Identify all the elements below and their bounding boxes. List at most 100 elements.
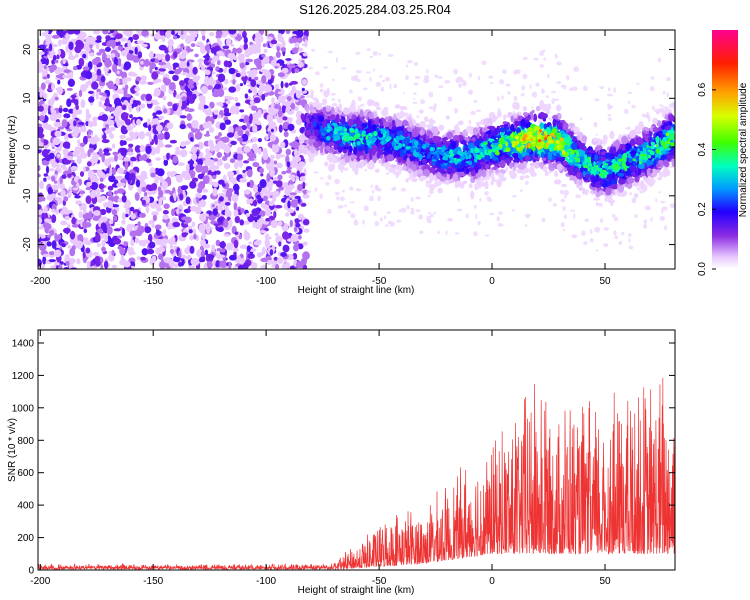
heatmap-cell — [342, 189, 345, 193]
heatmap-cell — [88, 52, 95, 57]
heatmap-cell — [179, 123, 186, 130]
heatmap-cell — [56, 54, 60, 60]
heatmap-cell — [488, 75, 494, 79]
heatmap-cell — [259, 210, 266, 217]
heatmap-cell — [248, 179, 255, 189]
heatmap-cell — [207, 139, 214, 147]
heatmap-cell — [324, 161, 329, 167]
heatmap-cell — [233, 202, 238, 211]
heatmap-cell — [96, 68, 102, 76]
heatmap-cell — [169, 86, 176, 91]
heatmap-cell — [236, 83, 241, 90]
heatmap-cell — [407, 60, 413, 64]
heatmap-cell — [331, 103, 338, 107]
heatmap-cell — [237, 137, 243, 142]
heatmap-cell — [363, 87, 368, 91]
heatmap-cell — [85, 186, 92, 191]
heatmap-cell — [168, 222, 173, 226]
heatmap-cell — [243, 146, 251, 153]
heatmap-cell — [62, 74, 70, 79]
heatmap-cell — [499, 176, 507, 182]
heatmap-cell — [151, 71, 159, 80]
heatmap-cell — [232, 47, 237, 54]
heatmap-cell — [189, 30, 195, 35]
heatmap-cell — [191, 221, 196, 228]
heatmap-cell — [43, 173, 48, 177]
heatmap-cell — [75, 39, 83, 48]
heatmap-cell — [63, 69, 72, 73]
heatmap-cell — [223, 68, 227, 73]
heatmap-cell — [212, 208, 218, 216]
heatmap-cell — [264, 190, 270, 196]
heatmap-cell — [189, 180, 197, 189]
heatmap-cell — [100, 189, 105, 193]
heatmap-cell — [262, 43, 267, 48]
heatmap-cell — [462, 82, 467, 87]
heatmap-cell — [497, 172, 505, 178]
heatmap-cell — [79, 142, 86, 147]
heatmap-cell — [179, 149, 188, 158]
heatmap-cell — [228, 86, 236, 93]
heatmap-cell — [513, 69, 519, 75]
heatmap-cell — [95, 91, 101, 96]
heatmap-cell — [276, 46, 280, 52]
heatmap-cell — [128, 131, 135, 137]
heatmap-cell — [242, 221, 251, 225]
heatmap-cell — [75, 240, 83, 249]
heatmap-cell — [211, 59, 216, 64]
heatmap-cell — [194, 131, 203, 140]
heatmap-cell — [234, 96, 238, 102]
heatmap-cell — [42, 209, 47, 214]
heatmap-cell — [223, 60, 229, 67]
heatmap-cell — [231, 193, 239, 203]
heatmap-cell — [225, 38, 232, 47]
heatmap-cell — [238, 160, 244, 168]
heatmap-cell — [87, 80, 92, 86]
heatmap-cell — [156, 145, 161, 155]
heatmap-cell — [85, 71, 93, 80]
heatmap-cell — [226, 96, 235, 101]
heatmap-cell — [246, 245, 251, 252]
heatmap-cell — [428, 91, 434, 98]
heatmap-cell — [524, 224, 528, 227]
heatmap-cell — [571, 86, 578, 91]
heatmap-cell — [148, 161, 153, 167]
heatmap-cell — [227, 243, 233, 251]
heatmap-cell — [265, 135, 269, 141]
heatmap-cell — [368, 197, 374, 202]
heatmap-cell — [239, 62, 245, 69]
heatmap-cell — [246, 198, 251, 205]
heatmap-cell — [167, 101, 173, 107]
heatmap-cell — [566, 75, 570, 81]
heatmap-cell — [315, 99, 320, 104]
heatmap-cell — [191, 119, 199, 129]
heatmap-cell — [454, 232, 460, 235]
heatmap-cell — [248, 241, 252, 245]
heatmap-cell — [273, 210, 277, 219]
heatmap-cell — [282, 231, 289, 240]
heatmap-cell — [270, 219, 278, 229]
heatmap-cell — [156, 206, 162, 212]
heatmap-cell — [63, 196, 69, 202]
heatmap-cell — [556, 61, 562, 66]
heatmap-cell — [195, 164, 204, 173]
heatmap-cell — [61, 174, 67, 180]
heatmap-cell — [101, 153, 105, 163]
heatmap-cell — [175, 146, 180, 152]
heatmap-cell — [375, 81, 382, 87]
heatmap-cell — [374, 220, 380, 227]
heatmap-cell — [86, 181, 92, 187]
heatmap-cell — [541, 88, 545, 94]
heatmap-cell — [101, 114, 108, 122]
heatmap-cell — [447, 217, 453, 222]
heatmap-cell — [306, 95, 312, 98]
heatmap-cell — [357, 96, 362, 102]
heatmap-cell — [134, 86, 140, 92]
heatmap-cell — [95, 233, 101, 242]
heatmap-cell — [47, 174, 51, 181]
heatmap-cell — [438, 124, 445, 131]
heatmap-cell — [433, 181, 439, 188]
heatmap-cell — [223, 107, 230, 114]
heatmap-cell — [219, 248, 226, 253]
heatmap-cell — [191, 146, 198, 154]
